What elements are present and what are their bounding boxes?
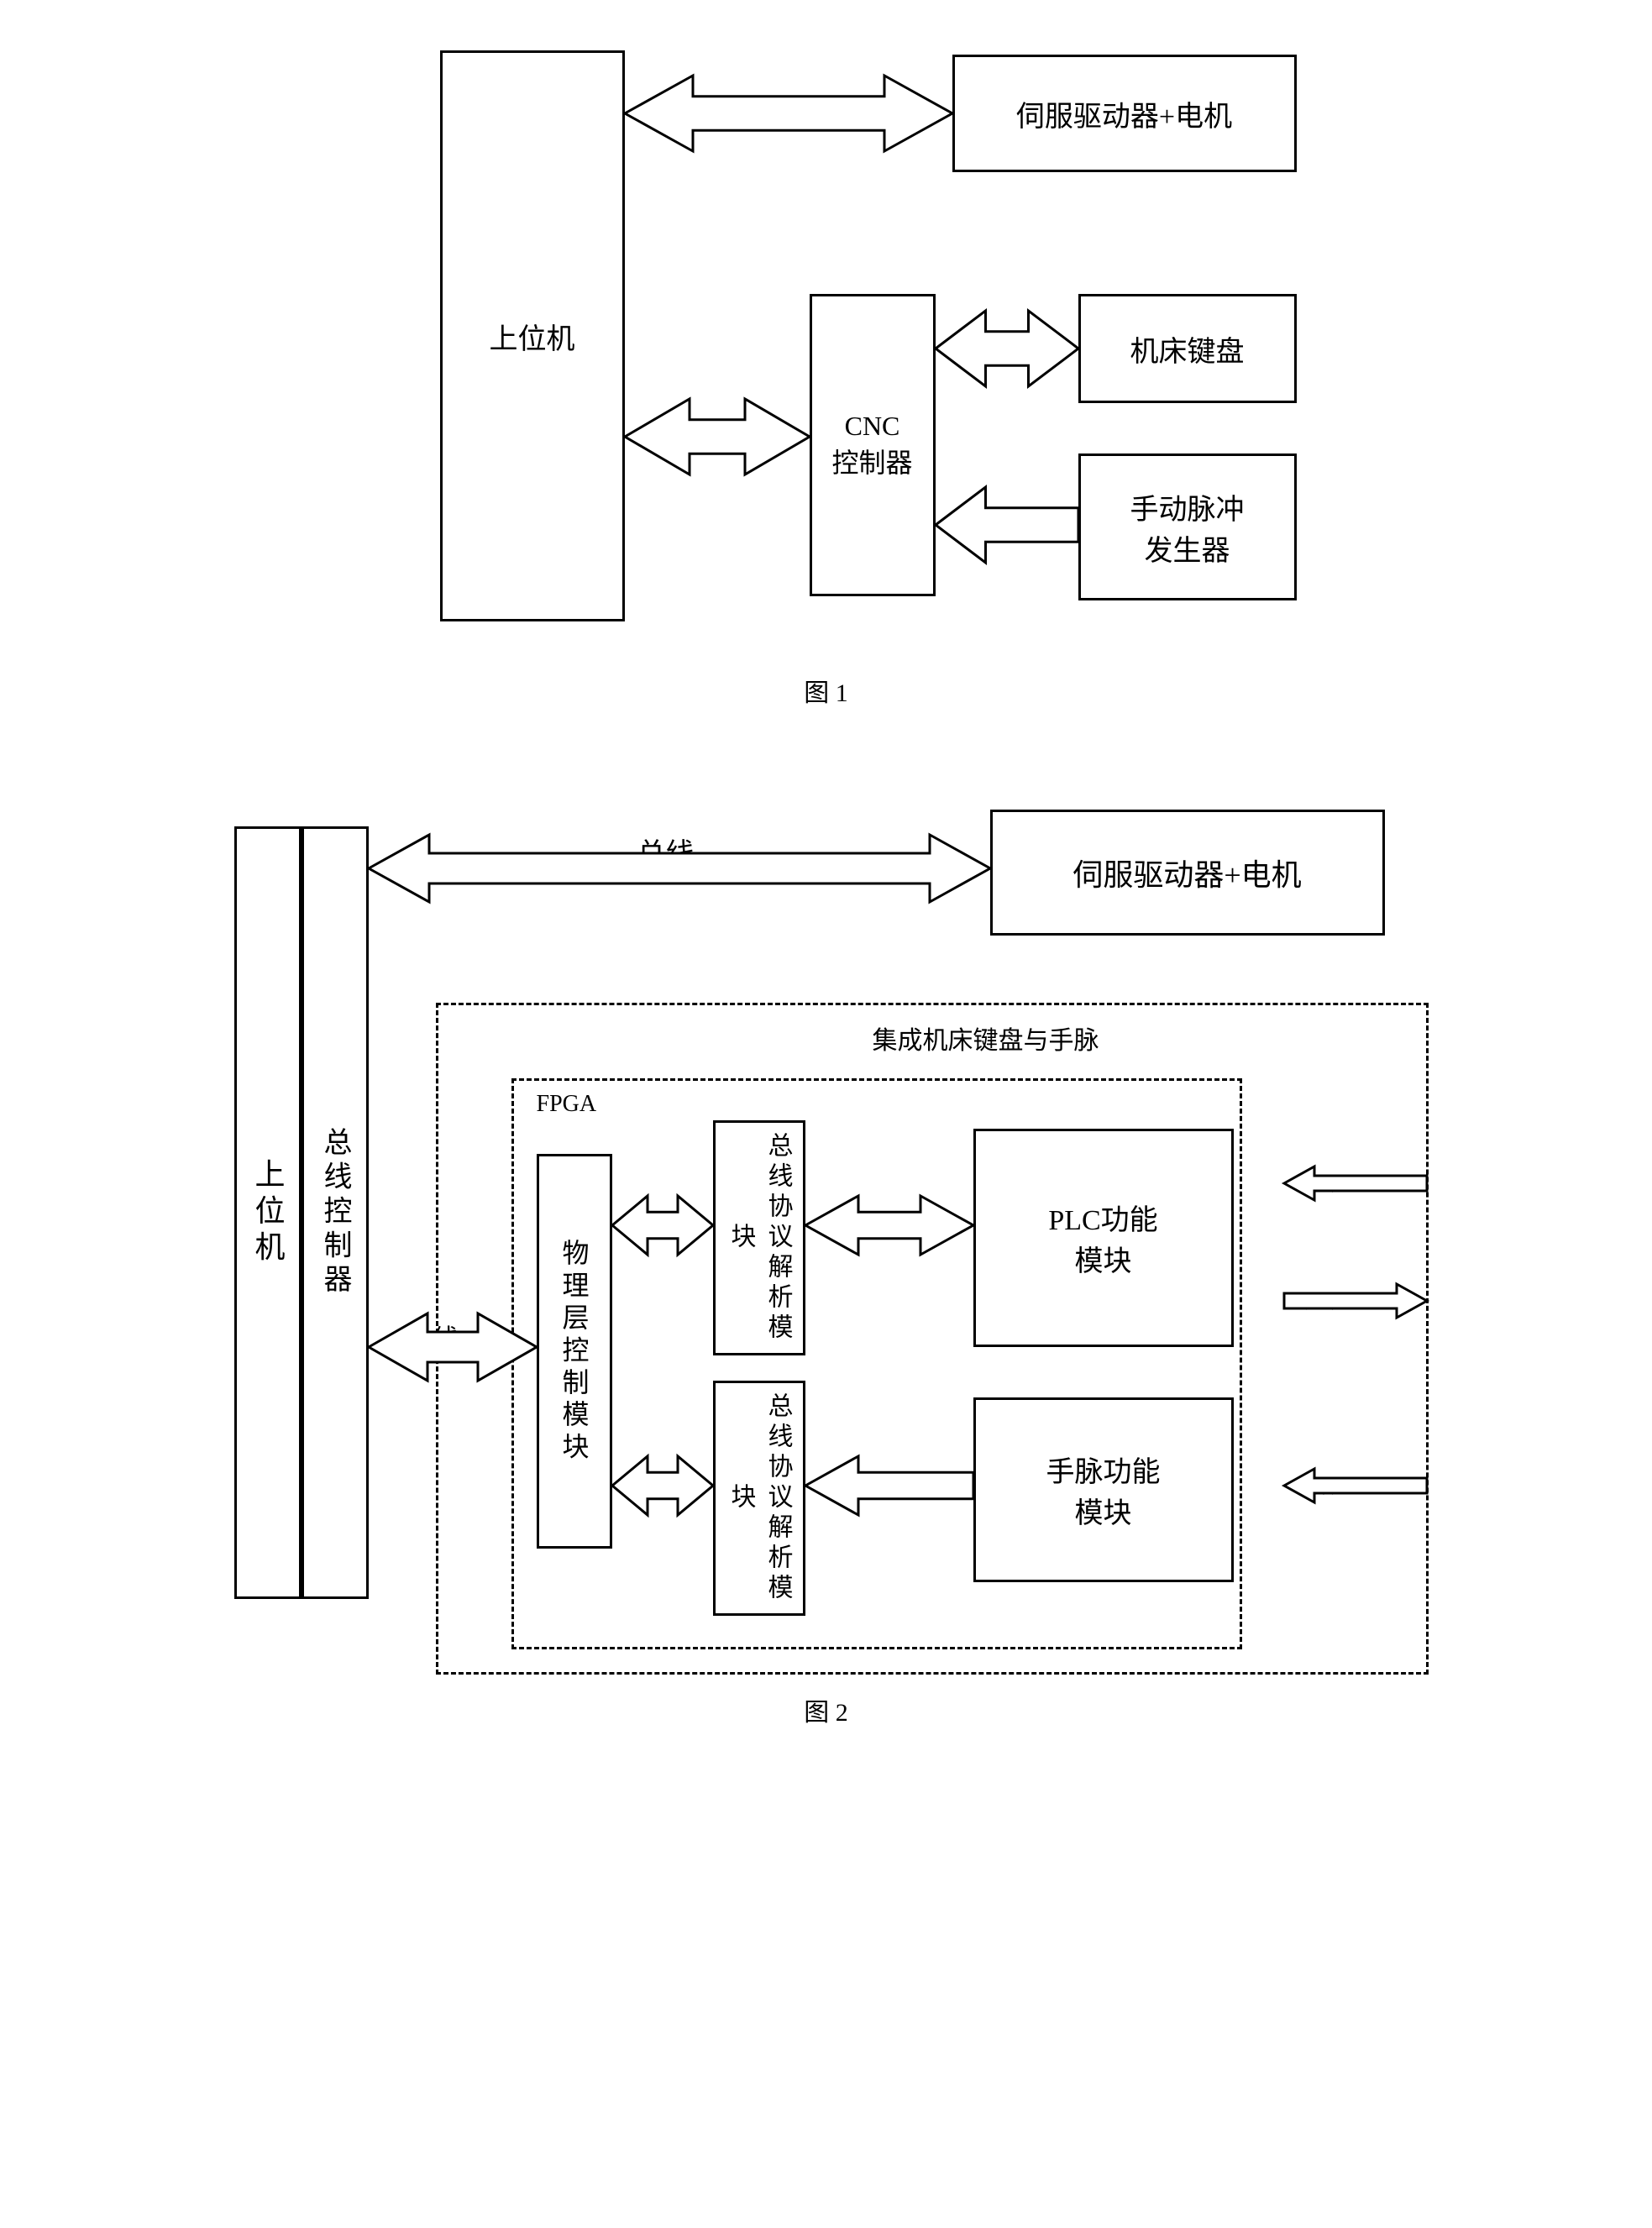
fig2-caption: 图 2 (25, 1691, 1627, 1728)
figure-2: 上位机 总线控制器 伺服驱动器+电机 物理层控制模块 总线协议解析模块 总线协议… (218, 759, 1435, 1683)
fig1-arrows-svg (239, 25, 1414, 663)
fig1-caption: 图 1 (25, 672, 1627, 709)
fig2-arrows-svg (218, 759, 1435, 1683)
figure-1: 上位机 伺服驱动器+电机 CNC 控制器 机床键盘 手动脉冲 发生器 (239, 25, 1414, 663)
